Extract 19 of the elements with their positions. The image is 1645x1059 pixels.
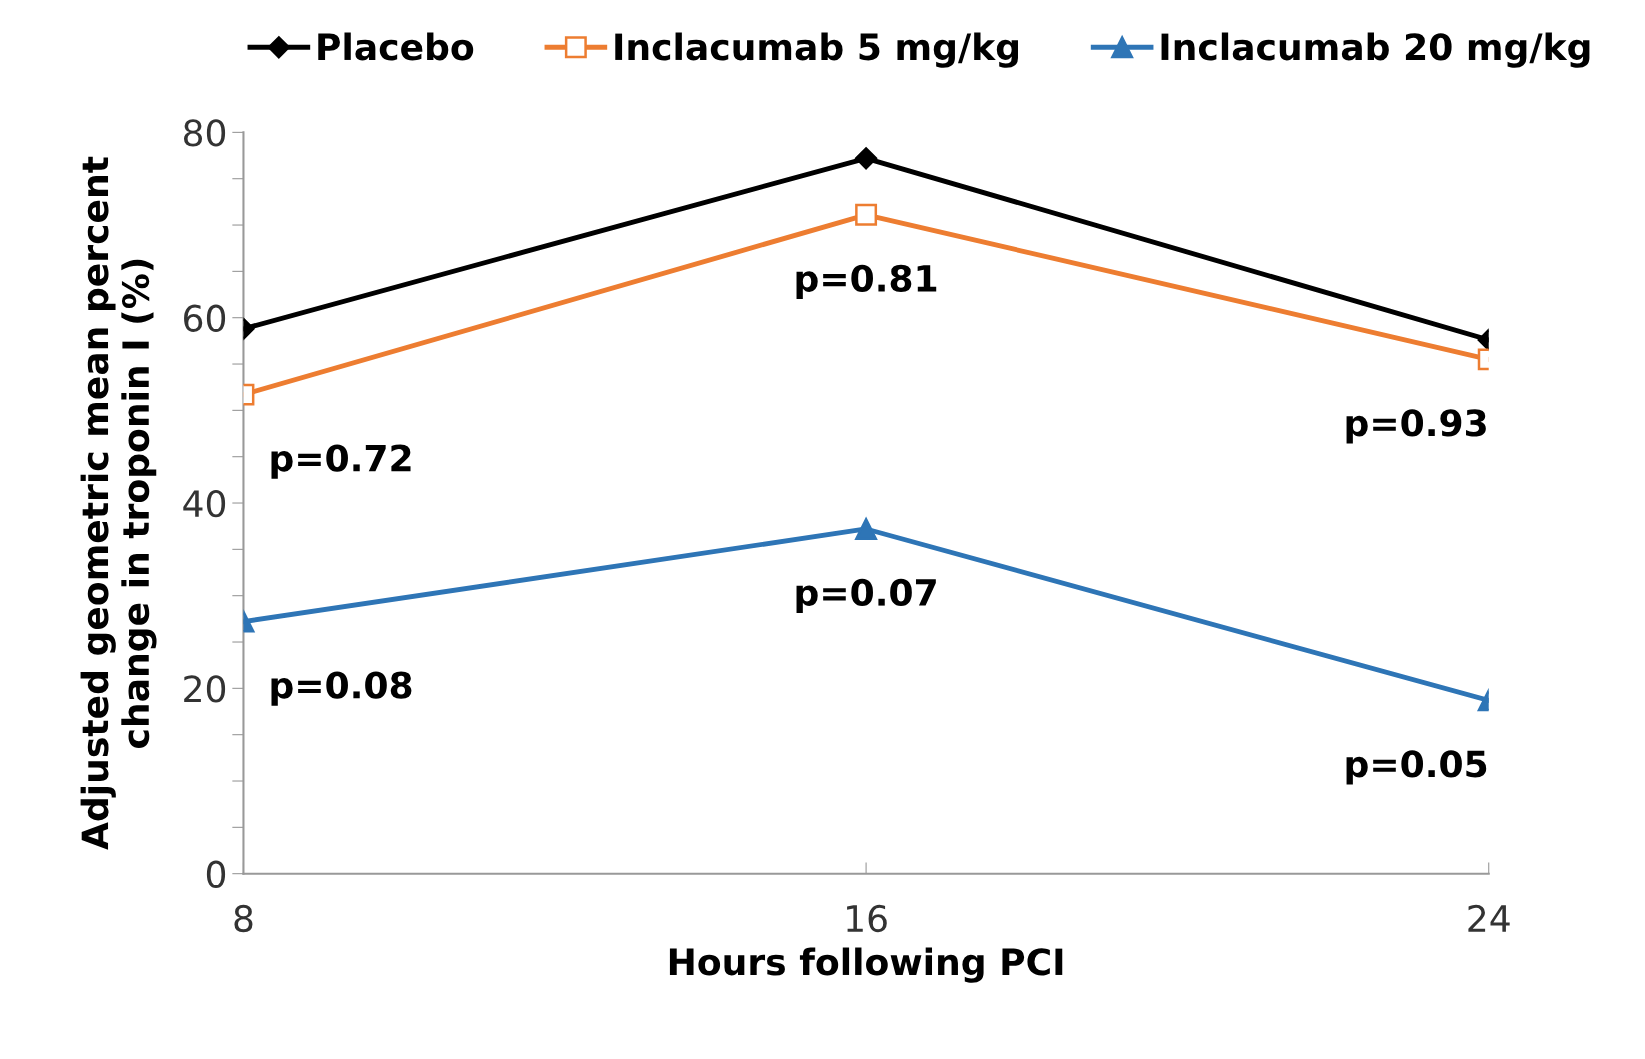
x-tick-label: 24 — [1468, 904, 1510, 932]
y-tick-label: 0 — [206, 860, 226, 888]
y-axis-title: Adjusted geometric mean percent change in troponin I (%) — [80, 156, 157, 850]
legend-label: Placebo — [318, 32, 474, 61]
x-tick-label: 8 — [234, 904, 253, 933]
x-tick-label: 16 — [847, 904, 887, 933]
annotation: p=0.05 — [1346, 750, 1487, 785]
annotation: p=0.72 — [271, 444, 411, 479]
legend-label: Inclacumab 20 mg/kg — [1161, 32, 1590, 68]
y-tick-label: 20 — [184, 675, 226, 703]
y-tick-label: 60 — [184, 304, 226, 332]
y-tick-label: 80 — [183, 119, 226, 147]
legend-label: Inclacumab 5 mg/kg — [615, 32, 1018, 68]
annotation: p=0.93 — [1346, 409, 1486, 444]
annotation: p=0.81 — [796, 264, 937, 299]
y-tick-label: 40 — [183, 489, 226, 518]
x-axis-title: Hours following PCI — [669, 947, 1063, 983]
annotation: p=0.07 — [796, 578, 936, 614]
annotation: p=0.08 — [271, 671, 412, 706]
